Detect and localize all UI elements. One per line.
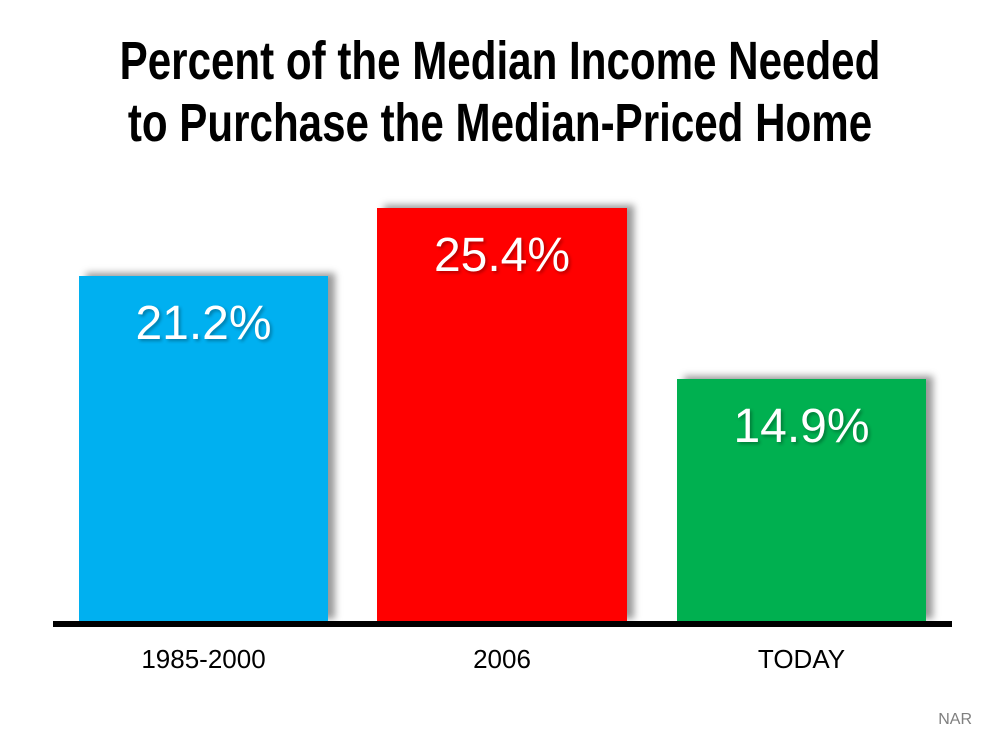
bar-value-label: 25.4%: [433, 229, 571, 282]
category-label: 2006: [473, 644, 531, 674]
source-attribution-label: NAR: [938, 711, 972, 728]
chart-title: Percent of the Median Income Needed to P…: [110, 30, 890, 154]
chart-title-line-1: Percent of the Median Income Needed: [119, 31, 881, 91]
chart-title-line-2: to Purchase the Median-Priced Home: [127, 93, 873, 153]
bar-value-label: 21.2%: [135, 297, 272, 350]
bar-2006: 25.4%: [377, 208, 627, 622]
x-axis-line: [53, 621, 952, 627]
bar-value-label: 14.9%: [733, 400, 870, 453]
bar-1985-2000: 21.2%: [79, 276, 328, 622]
category-label: 1985-2000: [141, 644, 266, 674]
category-label: TODAY: [757, 644, 846, 674]
bar-today: 14.9%: [677, 379, 926, 622]
